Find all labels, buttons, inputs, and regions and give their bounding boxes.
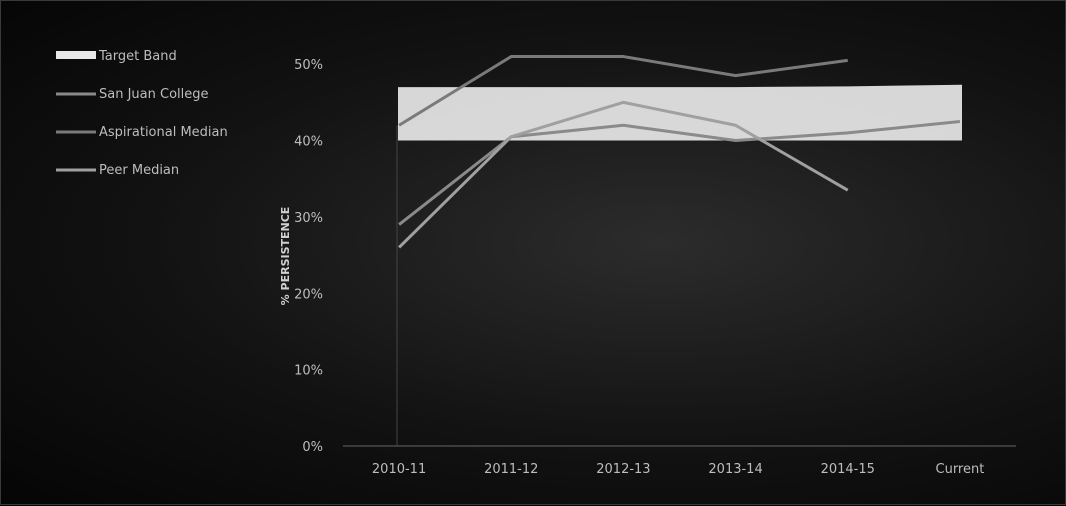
y-axis-label: % PERSISTENCE bbox=[279, 207, 292, 306]
legend-label: Target Band bbox=[98, 49, 177, 64]
x-tick-label: Current bbox=[936, 462, 985, 477]
legend-label: Aspirational Median bbox=[99, 125, 228, 140]
x-tick-label: 2010-11 bbox=[372, 462, 426, 477]
series-layer bbox=[398, 55, 961, 249]
legend-swatch bbox=[56, 51, 96, 59]
y-tick-label: 10% bbox=[294, 364, 323, 379]
series-line-peer-median bbox=[398, 100, 849, 249]
legend-label: Peer Median bbox=[99, 163, 179, 178]
legend-label: San Juan College bbox=[99, 87, 209, 102]
series-line-aspirational-median bbox=[398, 55, 848, 127]
axis-layer: 0% 10% 20% 30% 40% 50% 2010-11 2011-12 2012-13 20… bbox=[294, 58, 1016, 477]
x-tick-label: 2014-15 bbox=[821, 462, 875, 477]
x-tick-label: 2012-13 bbox=[596, 462, 650, 477]
x-tick-label: 2011-12 bbox=[484, 462, 538, 477]
legend: Target Band San Juan College Aspirational … bbox=[56, 49, 228, 178]
y-tick-label: 20% bbox=[294, 287, 323, 302]
x-tick-label: 2013-14 bbox=[708, 462, 762, 477]
y-tick-label: 50% bbox=[294, 58, 323, 73]
y-tick-label: 40% bbox=[294, 135, 323, 150]
y-tick-label: 30% bbox=[294, 211, 323, 226]
y-tick-label: 0% bbox=[302, 440, 323, 455]
series-line-san-juan-college bbox=[398, 119, 961, 226]
